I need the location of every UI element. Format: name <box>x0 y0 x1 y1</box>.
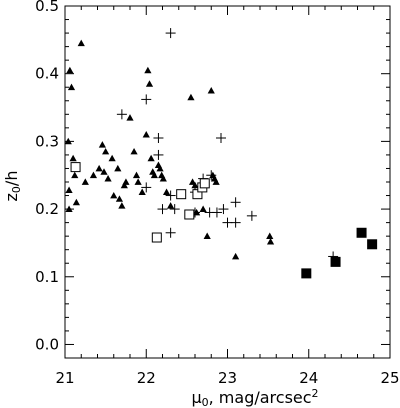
x-axis-label-text: , mag/arcsec <box>209 388 312 407</box>
triangle-point <box>104 175 112 182</box>
triangle-point <box>130 147 138 155</box>
plus-point <box>165 28 176 39</box>
triangle-point <box>122 178 130 185</box>
plus-point <box>218 204 229 215</box>
triangle-point <box>232 252 240 260</box>
triangle-point <box>102 147 110 155</box>
triangle-point <box>89 171 98 179</box>
y-tick-label: 0.2 <box>35 200 59 218</box>
y-axis-label-subscript: 0 <box>10 186 23 193</box>
triangle-point <box>191 181 199 189</box>
plus-point <box>157 204 168 215</box>
y-axis-label: z0/h <box>2 171 23 202</box>
triangle-point <box>159 175 167 182</box>
y-tick-label: 0.4 <box>35 65 59 83</box>
triangle-point <box>147 154 155 162</box>
triangle-point <box>65 186 73 194</box>
plus-point <box>165 227 176 238</box>
triangle-point <box>199 205 207 212</box>
plot-border <box>64 5 391 359</box>
open-square-point <box>184 209 195 220</box>
data-points <box>64 28 378 279</box>
triangle-point <box>203 232 211 240</box>
triangle-point <box>207 87 215 94</box>
plus-point <box>230 217 241 228</box>
triangle-point <box>95 164 103 172</box>
triangle-point <box>66 66 74 74</box>
triangle-point <box>266 237 275 245</box>
y-tick-label: 0.0 <box>35 335 59 353</box>
plus-point <box>246 210 257 221</box>
x-tick-label: 21 <box>55 369 74 387</box>
plus-point <box>206 170 217 181</box>
triangle-point <box>98 141 106 148</box>
y-tick-label: 0.3 <box>35 132 59 150</box>
plus-point <box>141 182 152 193</box>
open-square-point <box>176 189 187 200</box>
triangle-point <box>156 164 164 172</box>
x-tick-label: 24 <box>299 369 318 387</box>
triangle-point <box>162 188 171 196</box>
plus-point <box>116 109 127 120</box>
open-square-point <box>70 162 81 173</box>
y-tick-label: 0.1 <box>35 268 59 286</box>
triangle-point <box>150 171 158 179</box>
filled-square-point <box>367 239 378 250</box>
triangle-point <box>167 202 175 209</box>
filled-square-point <box>301 268 312 279</box>
triangle-point <box>81 178 89 185</box>
y-axis: 0.0 0.1 0.2 0.3 0.4 0.5 <box>35 0 390 353</box>
y-tick-label: 0.5 <box>35 0 59 15</box>
plot-frame <box>64 5 391 359</box>
triangle-point <box>110 191 118 199</box>
filled-square-point <box>330 256 341 267</box>
plus-point <box>230 197 241 208</box>
triangle-point <box>266 232 274 240</box>
triangle-point <box>138 188 146 196</box>
triangle-point <box>100 168 108 175</box>
triangle-point <box>126 114 134 121</box>
x-tick-label: 25 <box>380 369 399 387</box>
triangle-point <box>72 198 80 206</box>
x-axis-label: μ0, mag/arcsec2 <box>191 387 318 408</box>
triangle-point <box>132 171 141 179</box>
plus-point <box>169 204 180 215</box>
x-axis-label-symbol: μ <box>191 388 201 407</box>
x-tick-label: 22 <box>137 369 156 387</box>
triangle-point <box>120 181 128 189</box>
plus-point <box>153 149 164 160</box>
triangle-point <box>115 195 124 202</box>
open-square-point <box>151 232 162 243</box>
triangle-point <box>134 178 142 185</box>
x-axis-label-superscript: 2 <box>312 387 319 400</box>
plus-point <box>211 207 222 218</box>
x-tick-label: 23 <box>218 369 237 387</box>
triangle-point <box>144 66 152 74</box>
triangle-point <box>114 164 122 172</box>
filled-square-point <box>356 227 367 238</box>
triangle-point <box>71 171 79 179</box>
triangle-point <box>108 154 116 162</box>
x-axis: 21 22 23 24 25 <box>55 6 400 387</box>
triangle-point <box>65 205 73 212</box>
plus-point <box>141 94 152 105</box>
triangle-point <box>77 39 85 47</box>
triangle-point <box>69 154 77 162</box>
y-axis-label-symbol: z <box>2 193 21 201</box>
plus-point <box>165 190 176 201</box>
open-square-point <box>199 178 210 189</box>
x-axis-label-subscript: 0 <box>202 396 209 408</box>
triangle-point <box>187 93 195 101</box>
y-axis-label-text: /h <box>2 171 21 187</box>
triangle-point <box>212 178 220 185</box>
triangle-point <box>64 137 72 145</box>
triangle-point <box>142 131 150 138</box>
plus-point <box>153 133 164 143</box>
triangle-point <box>67 83 76 91</box>
plus-point <box>216 133 226 143</box>
triangle-point <box>118 202 126 209</box>
triangle-point <box>145 80 154 87</box>
